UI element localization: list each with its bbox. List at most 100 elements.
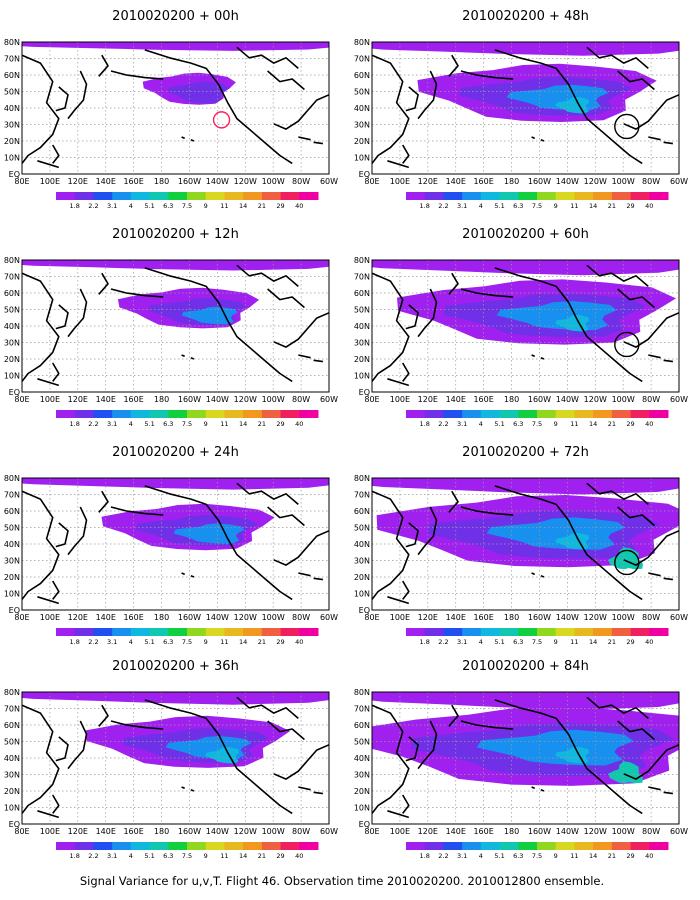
latitude-label: 20N [354,137,370,146]
colorbar-swatch [205,842,225,850]
colorbar-swatch [574,842,594,850]
coastline [663,791,674,795]
coastline [402,794,410,814]
coastline [540,574,545,578]
latitude-label: 70N [354,273,370,282]
colorbar-label: 9 [554,420,558,428]
coastline [98,54,109,77]
latitude-label: 60N [354,289,370,298]
longitude-label: 120E [68,395,88,404]
colorbar-swatch [261,842,282,850]
longitude-label: 100W [612,613,635,622]
longitude-label: 180 [154,613,169,622]
variance-field-arctic [22,478,329,490]
colorbar-label: 40 [295,852,303,860]
colorbar-swatch [149,410,169,418]
colorbar-swatch [555,192,575,200]
panel-title: 2010020200 + 12h [112,227,239,242]
colorbar-swatch [406,410,426,418]
coastline [190,574,195,578]
colorbar-swatch [406,192,426,200]
latitude-label: 70N [4,705,20,714]
variance-field-arctic [372,478,679,495]
coastline [313,141,324,145]
latitude-label: 80N [354,38,370,47]
longitude-label: 80W [292,177,310,186]
variance-field-core [554,747,590,764]
colorbar-swatch [168,628,188,636]
map-frame [21,477,330,611]
colorbar-swatch [299,628,319,636]
latitude-label: EQ [359,170,370,179]
coastline [663,141,674,145]
colorbar-swatch [555,410,575,418]
longitude-label: 120E [68,827,88,836]
coastline [540,356,545,360]
longitude-label: 160W [528,177,551,186]
coastline [586,46,649,70]
colorbar-label: 1.8 [70,638,80,646]
variance-field-arctic [22,260,329,271]
longitude-label: 180 [154,395,169,404]
latitude-label: EQ [359,820,370,829]
variance-field-arctic [372,42,679,56]
colorbar-label: 7.5 [532,638,542,646]
coastline [273,312,329,348]
longitude-label: 100W [262,177,285,186]
colorbar-label: 21 [608,202,616,210]
coastline [298,136,311,141]
map-area [372,42,679,174]
colorbar-swatch [443,628,463,636]
coastline [387,810,410,819]
colorbar-label: 5.1 [144,202,154,210]
colorbar-swatch [149,842,169,850]
colorbar-swatch [149,192,169,200]
forecast-panel: 2010020200 + 36h 80N 70N 60N 50N 40N 30N 20N 10N… [4,659,338,860]
longitude-label: 140W [206,395,229,404]
longitude-label: 100W [612,395,635,404]
map-area [372,478,679,610]
variance-field-inner [476,729,634,766]
colorbar-label: 9 [554,638,558,646]
coastline [273,94,329,130]
colorbar-swatch [299,192,319,200]
coastline [67,70,88,120]
coastline [387,378,410,387]
colorbar-swatch [280,192,300,200]
colorbar-label: 14 [589,852,597,860]
variance-field-inner [496,301,617,331]
colorbar-swatch [130,410,151,418]
colorbar-swatch [261,410,282,418]
colorbar-swatch [299,410,319,418]
longitude-label: 140W [556,177,579,186]
coastline [417,288,438,338]
colorbar-swatch [424,628,444,636]
longitude-label: 160W [178,395,201,404]
forecast-panel: 2010020200 + 72h 80N 70N 60N 50N 40N 30N 20N 10N… [354,445,688,646]
colorbar-label: 21 [258,420,266,428]
coastline [623,312,679,348]
longitude-label: 80W [292,395,310,404]
coastline [236,696,299,720]
colorbar-swatch [649,842,669,850]
panel-title: 2010020200 + 36h [112,659,239,674]
coastline [448,490,459,513]
colorbar-swatch [593,628,613,636]
latitude-label: 30N [354,771,370,780]
map-frame [371,259,680,393]
map-frame [371,41,680,175]
colorbar-label: 14 [239,852,247,860]
latitude-label: 70N [4,273,20,282]
latitude-label: 80N [4,688,20,697]
coastline [236,482,299,506]
longitude-label: 120E [418,827,438,836]
latitude-label: 10N [4,590,20,599]
coastline [663,577,674,581]
longitude-label: 80E [14,177,29,186]
longitude-label: 60W [320,827,338,836]
coastline [55,522,69,548]
colorbar-label: 1.8 [420,202,430,210]
coastline [55,304,69,330]
colorbar-swatch [424,842,444,850]
latitude-label: 10N [354,372,370,381]
